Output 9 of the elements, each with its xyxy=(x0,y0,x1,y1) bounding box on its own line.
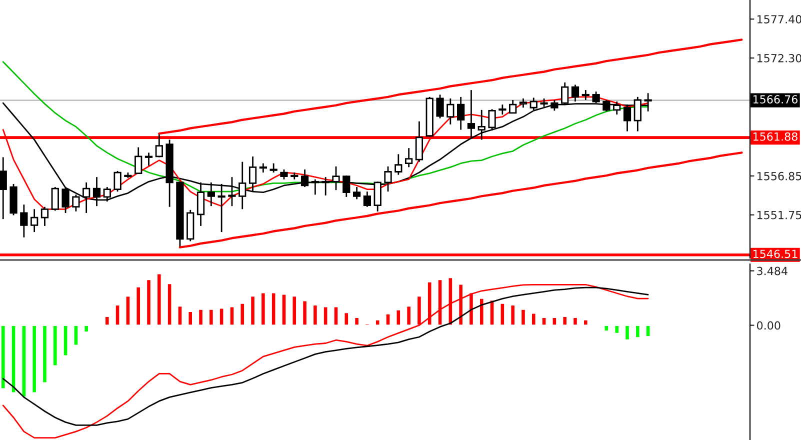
ref-line-label: 1566.76 xyxy=(753,95,798,104)
y-tick-label: 1577.40 xyxy=(757,15,801,24)
ref-line-label: 1546.51 xyxy=(753,250,798,258)
y-tick-label: 1572.30 xyxy=(757,54,801,62)
y-tick-label: 0.00 xyxy=(756,321,780,330)
ref-line-label: 1561.88 xyxy=(753,132,798,141)
y-tick-label: 1556.85 xyxy=(757,172,801,180)
y-tick-label: 3.484 xyxy=(757,266,788,276)
y-tick-label: 1551.75 xyxy=(757,210,801,220)
